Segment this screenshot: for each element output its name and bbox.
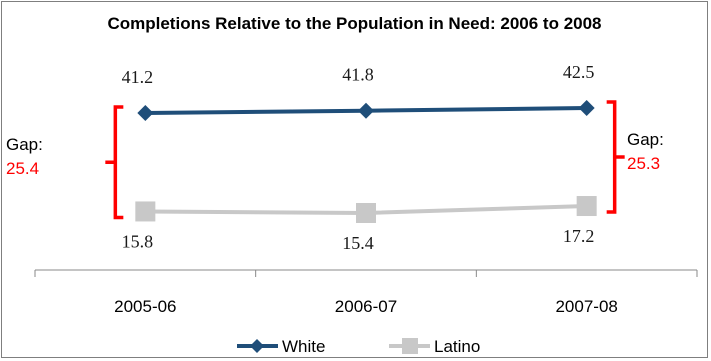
data-labels: 41.2 41.8 42.5 15.8 15.4 17.2: [122, 62, 595, 253]
data-point-white: [137, 105, 154, 122]
gap-annotations: Gap: 25.4 Gap: 25.3: [6, 100, 664, 220]
gap-value: 25.4: [6, 159, 39, 178]
legend: White Latino: [237, 337, 480, 356]
x-tick-label: 2007-08: [555, 297, 617, 316]
legend-label-latino: Latino: [434, 337, 480, 356]
data-label-latino: 15.8: [122, 231, 154, 251]
data-point-latino: [356, 203, 376, 223]
x-tick-label: 2005-06: [114, 297, 176, 316]
data-label-latino: 15.4: [342, 233, 374, 253]
data-label-white: 41.2: [122, 67, 154, 87]
gap-label: Gap:: [6, 135, 43, 154]
gap-bracket: [105, 105, 124, 220]
data-label-white: 42.5: [563, 62, 595, 82]
data-label-white: 41.8: [342, 65, 374, 85]
gap-label: Gap:: [627, 130, 664, 149]
data-point-white: [578, 100, 595, 116]
gap-bracket: [606, 100, 625, 214]
data-point-latino: [576, 196, 597, 217]
data-label-latino: 17.2: [563, 226, 595, 246]
series-layer: [135, 100, 597, 223]
data-point-latino: [135, 201, 156, 222]
chart-title: Completions Relative to the Population i…: [107, 14, 602, 33]
data-point-white: [358, 102, 374, 119]
x-tick-label: 2006-07: [335, 297, 397, 316]
legend-marker-white: [250, 339, 264, 353]
legend-label-white: White: [282, 337, 325, 356]
gap-value: 25.3: [627, 154, 660, 173]
x-axis: 2005-06 2006-07 2007-08: [34, 269, 698, 316]
legend-marker-latino: [402, 338, 418, 354]
